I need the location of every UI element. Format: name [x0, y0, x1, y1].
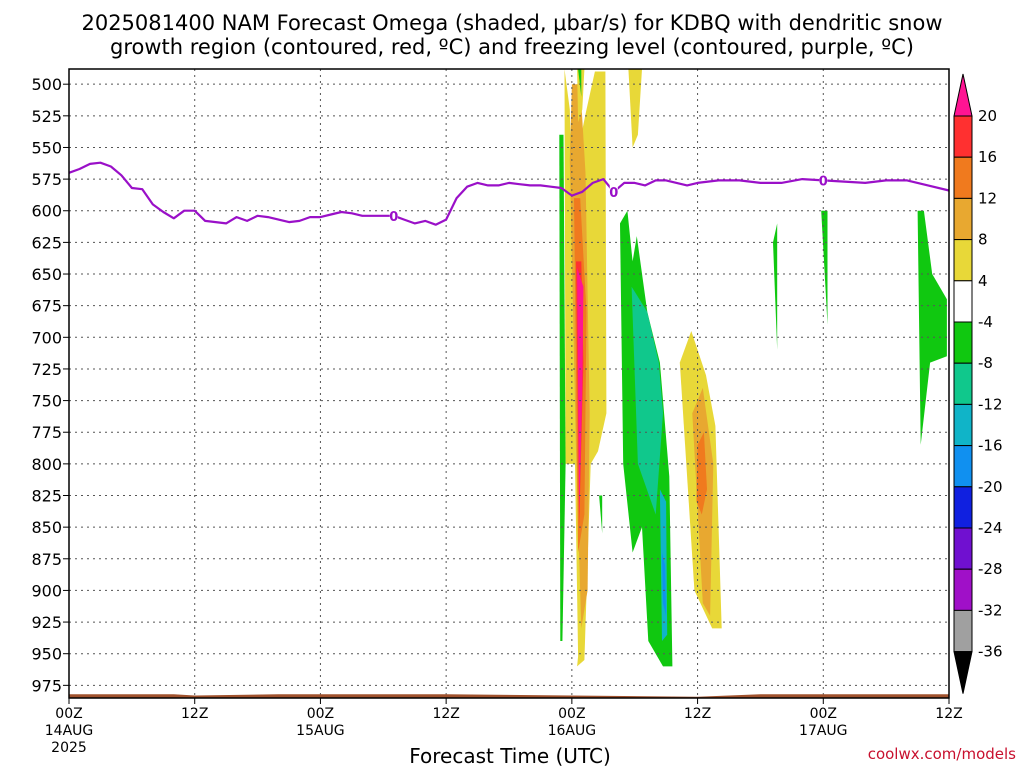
colorbar-swatch	[953, 156, 973, 199]
x-tick-label: 12Z	[432, 706, 459, 722]
x-tick-label: 00Z	[55, 706, 82, 722]
freezing-level-line	[68, 161, 950, 226]
x-axis-title: Forecast Time (UTC)	[409, 744, 611, 768]
colorbar-swatch	[953, 486, 973, 529]
x-tick-year-label: 2025	[51, 740, 87, 756]
x-tick-label: 12Z	[181, 706, 208, 722]
x-tick-date-label: 15AUG	[296, 723, 345, 739]
omega-region	[559, 134, 566, 642]
y-tick-label: 525	[31, 107, 62, 126]
y-tick-label: 650	[31, 265, 62, 284]
omega-region	[917, 210, 947, 445]
colorbar-label: 4	[978, 272, 988, 290]
freezing-level-label: 0	[819, 174, 828, 189]
colorbar-swatch	[953, 362, 973, 405]
y-tick-label: 550	[31, 138, 62, 157]
freezing-label-bg	[819, 173, 828, 188]
x-tick-date-label: 16AUG	[548, 723, 597, 739]
colorbar-label: -36	[978, 643, 1003, 661]
y-tick-label: 975	[31, 676, 62, 695]
y-tick-label: 950	[31, 645, 62, 664]
colorbar-swatch	[953, 239, 973, 282]
x-tick-label: 00Z	[558, 706, 585, 722]
y-tick-label: 775	[31, 423, 62, 442]
colorbar-bottom-arrow	[953, 651, 973, 694]
colorbar-swatch	[953, 527, 973, 570]
colorbar-label: -12	[978, 395, 1003, 413]
freezing-level-layer: 0 0 0	[68, 161, 950, 226]
omega-region	[662, 552, 667, 616]
x-tick-date-label: 14AUG	[45, 723, 94, 739]
y-tick-label: 500	[31, 75, 62, 94]
colorbar-swatch	[953, 445, 973, 488]
colorbar-swatch	[953, 321, 973, 364]
grid-layer	[69, 69, 949, 698]
omega-region	[577, 69, 585, 123]
colorbar-label: 16	[978, 148, 997, 166]
y-tick-label: 850	[31, 518, 62, 537]
ground-surface	[69, 694, 949, 698]
plot-frame	[68, 68, 950, 699]
y-tick-label: 825	[31, 487, 62, 506]
omega-region	[631, 286, 663, 515]
colorbar-label: 8	[978, 231, 988, 249]
plot-area: 0 0 0	[68, 68, 950, 699]
colorbar-label: -28	[978, 560, 1003, 578]
freezing-label-bg	[609, 184, 618, 199]
colorbar-swatch	[953, 403, 973, 447]
y-tick-label: 575	[31, 170, 62, 189]
colorbar-swatch	[953, 280, 973, 323]
ground-layer	[69, 694, 949, 698]
x-tick-label: 00Z	[307, 706, 334, 722]
y-tick-label: 600	[31, 202, 62, 221]
colorbar-swatch	[953, 568, 973, 611]
y-tick-label: 725	[31, 360, 62, 379]
x-tick-label: 12Z	[935, 706, 962, 722]
x-tick-label: 12Z	[684, 706, 711, 722]
omega-region	[696, 432, 707, 515]
chart-title-line-1: 2025081400 NAM Forecast Omega (shaded, μ…	[81, 11, 942, 35]
omega-shading-layer	[559, 69, 947, 667]
colorbar-swatch	[953, 609, 973, 653]
colorbar-label: -24	[978, 519, 1003, 537]
freezing-level-label: 0	[389, 210, 398, 225]
colorbar-swatch	[953, 115, 973, 158]
y-tick-label: 750	[31, 392, 62, 411]
colorbar-label: -8	[978, 354, 993, 372]
chart-title-line-2: growth region (contoured, red, ºC) and f…	[110, 35, 914, 59]
colorbar-label: 20	[978, 107, 997, 125]
colorbar-top-arrow	[953, 73, 973, 117]
y-tick-label: 925	[31, 613, 62, 632]
x-tick-date-label: 17AUG	[799, 723, 848, 739]
colorbar-swatch	[953, 197, 973, 241]
freezing-label-bg	[389, 208, 398, 223]
omega-region	[628, 69, 642, 148]
y-axis-ticks: 500 525 550 575 600 625 650 675 700 725 750 775 800 8…	[31, 75, 69, 695]
y-tick-label: 900	[31, 581, 62, 600]
y-tick-label: 875	[31, 550, 62, 569]
colorbar-label: -16	[978, 437, 1003, 455]
colorbar: 20 16 12 8 4 -4 -8 -12 -16 -20 -24 -28 -32 -36	[953, 73, 1003, 694]
plot-background	[69, 69, 949, 698]
y-tick-label: 675	[31, 297, 62, 316]
colorbar-label: -32	[978, 601, 1003, 619]
omega-region	[773, 223, 778, 350]
colorbar-label: -20	[978, 478, 1003, 496]
omega-region	[599, 495, 603, 534]
y-tick-label: 625	[31, 233, 62, 252]
omega-region	[577, 267, 584, 515]
freezing-level-label: 0	[609, 186, 618, 201]
colorbar-label: -4	[978, 313, 993, 331]
x-tick-label: 00Z	[810, 706, 837, 722]
y-tick-label: 700	[31, 328, 62, 347]
y-tick-label: 800	[31, 455, 62, 474]
colorbar-label: 12	[978, 189, 997, 207]
omega-region	[578, 69, 582, 97]
omega-region	[821, 210, 828, 325]
source-credit[interactable]: coolwx.com/models	[868, 745, 1016, 763]
